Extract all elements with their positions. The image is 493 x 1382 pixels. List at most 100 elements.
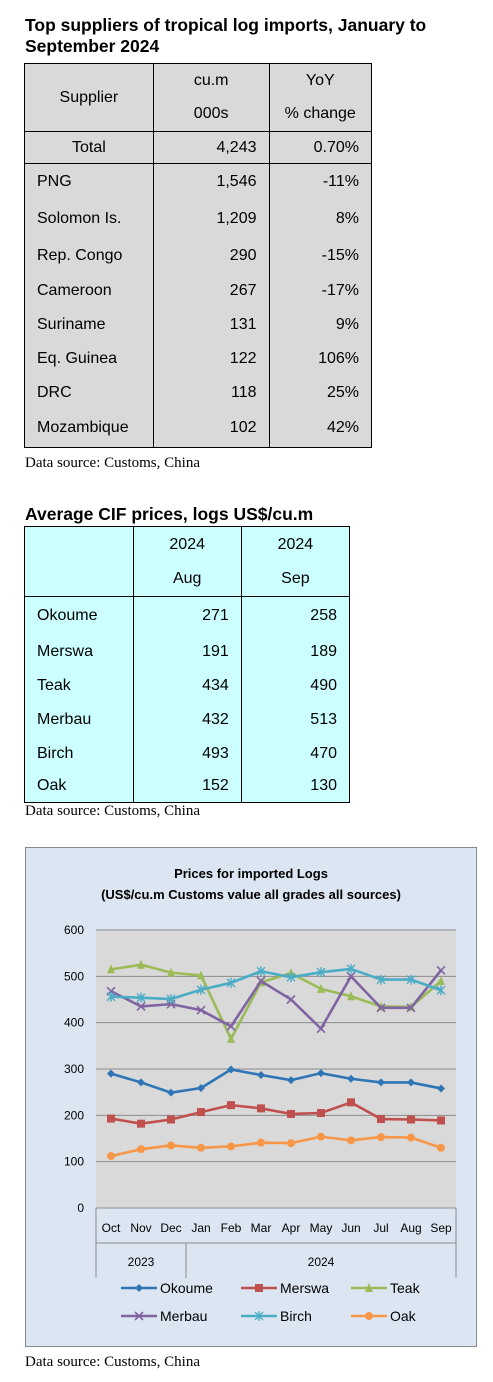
data-point-okoume <box>377 1078 385 1087</box>
data-point-birch <box>376 974 386 985</box>
legend-marker-oak <box>365 1312 373 1320</box>
price-sep: 470 <box>240 736 351 771</box>
data-point-birch <box>406 974 416 985</box>
legend-marker-okoume <box>135 1284 143 1292</box>
supplier-name: Cameroon <box>24 273 154 308</box>
species-name: Oak <box>24 770 134 803</box>
supplier-change: 9% <box>268 307 372 342</box>
data-point-birch <box>196 984 206 995</box>
data-point-oak <box>227 1142 235 1151</box>
header-aug: Aug <box>132 562 242 597</box>
price-chart: Prices for imported Logs (US$/cu.m Custo… <box>25 847 477 1347</box>
table-row: Okoume 271 258 <box>24 596 351 635</box>
y-tick-label: 200 <box>64 1108 84 1122</box>
table-row: DRC 118 25% <box>24 375 372 410</box>
supplier-volume: 122 <box>152 341 270 376</box>
chart-subtitle: (US$/cu.m Customs value all grades all s… <box>101 887 401 902</box>
species-name: Merbau <box>24 702 134 737</box>
supplier-volume: 131 <box>152 307 270 342</box>
data-point-birch <box>106 991 116 1002</box>
supplier-name: Mozambique <box>24 409 154 448</box>
data-point-oak <box>167 1141 175 1150</box>
data-point-okoume <box>137 1078 145 1087</box>
x-tick-label: May <box>310 1221 333 1235</box>
x-tick-label: Jul <box>373 1221 388 1235</box>
legend-label-teak: Teak <box>390 1280 421 1296</box>
data-point-okoume <box>107 1069 115 1078</box>
header-sep-year: 2024 <box>240 526 351 563</box>
species-name: Merswa <box>24 634 134 669</box>
legend-label-merbau: Merbau <box>160 1308 207 1324</box>
table2-title: Average CIF prices, logs US$/cu.m <box>25 504 314 524</box>
x-tick-label: Aug <box>400 1221 421 1235</box>
price-aug: 271 <box>132 596 242 635</box>
table2-source: Data source: Customs, China <box>25 803 200 819</box>
species-name: Birch <box>24 736 134 771</box>
legend-marker-merswa <box>255 1284 263 1292</box>
legend-label-merswa: Merswa <box>280 1280 329 1296</box>
data-point-okoume <box>167 1088 175 1097</box>
price-aug: 191 <box>132 634 242 669</box>
data-point-merbau <box>136 1001 146 1012</box>
table-row: Mozambique 102 42% <box>24 409 372 448</box>
legend-label-okoume: Okoume <box>160 1280 213 1296</box>
data-point-birch <box>226 977 236 988</box>
data-point-oak <box>407 1133 415 1142</box>
header-species-blank <box>24 526 134 597</box>
chart-source: Data source: Customs, China <box>25 1354 200 1370</box>
series-line-oak <box>110 1135 442 1158</box>
header-yoy: YoY <box>268 63 372 98</box>
supplier-change: 8% <box>268 199 372 238</box>
data-point-teak <box>137 959 145 969</box>
data-point-oak <box>137 1145 145 1154</box>
x-tick-label: Sep <box>430 1221 452 1235</box>
table-row: Suriname 131 9% <box>24 307 372 342</box>
data-point-okoume <box>317 1069 325 1078</box>
supplier-volume: 1,209 <box>152 199 270 238</box>
supplier-change: -17% <box>268 273 372 308</box>
y-tick-label: 400 <box>64 1016 84 1030</box>
data-point-teak <box>197 970 205 980</box>
data-point-merswa <box>407 1115 415 1124</box>
supplier-name: DRC <box>24 375 154 410</box>
x-tick-label: Jan <box>191 1221 210 1235</box>
data-point-oak <box>197 1143 205 1152</box>
chart-title: Prices for imported Logs <box>174 866 328 881</box>
data-point-okoume <box>197 1083 205 1092</box>
supplier-volume: 267 <box>152 273 270 308</box>
price-sep: 258 <box>240 596 351 635</box>
data-point-okoume <box>407 1078 415 1087</box>
legend-label-birch: Birch <box>280 1308 312 1324</box>
total-label: Total <box>24 131 154 164</box>
supplier-name: PNG <box>24 163 154 200</box>
data-point-merswa <box>287 1109 295 1118</box>
data-point-okoume <box>287 1076 295 1085</box>
table-row: Eq. Guinea 122 106% <box>24 341 372 376</box>
supplier-change: 106% <box>268 341 372 376</box>
legend-marker-teak <box>365 1283 373 1292</box>
data-point-merbau <box>436 965 446 975</box>
year-label: 2023 <box>128 1255 155 1269</box>
data-point-merswa <box>227 1101 235 1110</box>
data-point-merswa <box>317 1109 325 1118</box>
price-aug: 434 <box>132 668 242 703</box>
year-label: 2024 <box>308 1255 335 1269</box>
data-point-birch <box>136 992 146 1003</box>
prices-table: 2024 2024 Aug Sep Okoume 271 258 Merswa … <box>24 526 351 803</box>
data-point-merbau <box>226 1021 236 1031</box>
supplier-volume: 290 <box>152 237 270 274</box>
price-aug: 493 <box>132 736 242 771</box>
data-point-merswa <box>197 1108 205 1117</box>
species-name: Teak <box>24 668 134 703</box>
table-row: PNG 1,546 -11% <box>24 163 372 200</box>
series-line-birch <box>110 967 442 1001</box>
data-point-teak <box>227 1033 235 1043</box>
series-line-merswa <box>110 1100 442 1125</box>
data-point-teak <box>317 983 325 993</box>
x-tick-label: Mar <box>251 1221 272 1235</box>
header-volume-unit: cu.m <box>152 63 270 98</box>
data-point-birch <box>316 967 326 978</box>
table1-source: Data source: Customs, China <box>25 455 200 471</box>
data-point-merbau <box>346 971 356 981</box>
data-point-merswa <box>377 1115 385 1124</box>
